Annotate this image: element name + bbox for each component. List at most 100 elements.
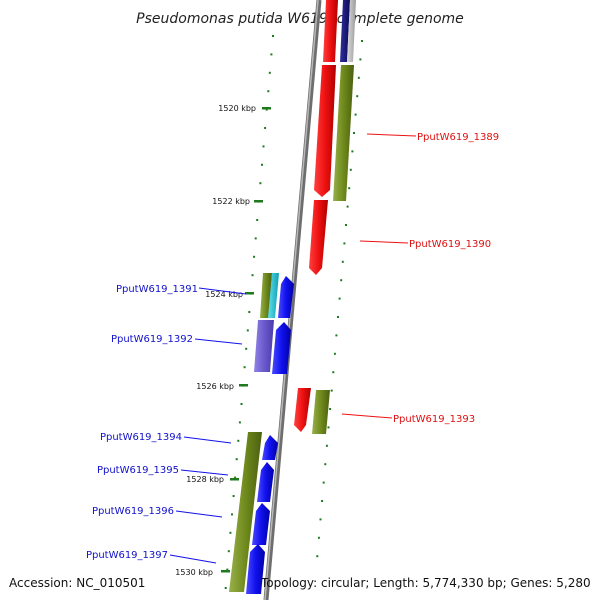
gene-feature-top-red[interactable] [323,0,338,62]
scale-tick [338,297,341,300]
scale-tick [245,347,248,350]
outer-scale-track [316,40,363,558]
topology-text: Topology: circular; Length: 5,774,330 bp… [260,576,591,590]
scale-tick [240,403,243,405]
scale-tick [268,71,271,74]
scale-tick [238,421,241,424]
scale-marks: 1520 kbp 1522 kbp 1524 kbp 1526 kbp 1528… [175,104,271,577]
gene-PputW619_1389[interactable] [314,65,336,197]
scale-tick [246,329,249,332]
scale-tick [234,476,237,479]
scale-label: 1520 kbp [218,104,256,113]
gene-label[interactable]: PputW619_1397 [86,550,168,561]
scale-tick [237,439,240,442]
scale-tick [351,150,354,153]
gene-label[interactable]: PputW619_1396 [92,506,174,517]
scale-mark-1526: 1526 kbp [196,382,248,391]
scale-tick [226,568,229,571]
scale-mark-1520: 1520 kbp [218,104,271,113]
scale-mark-1524: 1524 kbp [205,290,254,299]
scale-tick [354,113,357,116]
scale-tick [356,95,359,98]
scale-tick [272,35,274,37]
leader-lines [169,133,417,564]
scale-tick [262,145,265,148]
gene-PputW619_1396[interactable] [252,503,270,545]
scale-tick [361,40,363,42]
scale-tick [264,127,267,129]
scale-tick [332,371,335,374]
scale-tick [231,513,233,516]
gene-olive-long-lower[interactable] [229,432,262,592]
scale-tick [319,518,322,521]
scale-tick [325,444,328,447]
scale-tick [357,76,360,79]
scale-tick [348,187,351,190]
scale-tick [243,366,246,369]
gene-PputW619_1390[interactable] [309,200,328,275]
gene-label[interactable]: PputW619_1393 [393,414,475,425]
gene-label[interactable]: PputW619_1391 [116,284,198,295]
gene-label[interactable]: PputW619_1394 [100,432,182,443]
scale-tick [235,458,238,461]
scale-tick [229,531,232,534]
scale-tick [353,132,355,134]
scale-tick [265,108,268,111]
scale-tick [270,53,273,56]
gene-red-1393-partner[interactable] [294,388,311,432]
scale-label: 1528 kbp [186,475,224,484]
scale-tick [335,334,338,337]
scale-tick [359,58,362,61]
scale-tick [349,168,352,171]
scale-label: 1522 kbp [212,197,250,206]
gene-feature-top-navy[interactable] [340,0,356,62]
gene-label[interactable]: PputW619_1390 [409,239,491,250]
gene-blue-1391-partner[interactable] [278,276,294,318]
scale-mark-1522: 1522 kbp [212,197,263,206]
scale-tick [259,182,262,185]
gene-label[interactable]: PputW619_1395 [97,465,179,476]
inner-scale-track [224,35,274,589]
map-title: Pseudomonas putida W619, complete genome [136,11,464,27]
gene-olive-1389-partner[interactable] [333,65,354,201]
scale-tick [224,587,227,589]
gene-PputW619_1392[interactable] [254,320,274,372]
scale-tick [329,408,332,410]
gene-PputW619_1391[interactable] [260,273,279,318]
gene-blue-1392-partner[interactable] [272,322,291,374]
gene-PputW619_1393[interactable] [312,390,330,434]
scale-tick [321,500,324,502]
scale-tick [232,495,235,497]
gene-PputW619_1397[interactable] [246,544,265,594]
scale-tick [254,237,257,240]
scale-tick [227,550,230,553]
accession-text: Accession: NC_010501 [9,576,145,590]
scale-label: 1526 kbp [196,382,234,391]
scale-tick [267,90,270,93]
gene-PputW619_1394[interactable] [262,435,278,460]
scale-tick [337,316,339,318]
scale-tick [340,279,343,282]
scale-mark-1528: 1528 kbp [186,475,239,484]
scale-tick [346,205,349,208]
scale-tick [317,536,320,539]
scale-tick [327,426,330,429]
scale-label: 1524 kbp [205,290,243,299]
gene-label[interactable]: PputW619_1389 [417,132,499,143]
scale-tick [251,274,254,277]
scale-tick [322,481,325,484]
scale-tick [345,224,347,226]
scale-tick [324,463,327,466]
scale-tick [330,389,333,392]
scale-tick [341,260,344,263]
scale-tick [261,163,263,166]
gene-labels: PputW619_1389 PputW619_1390 PputW619_139… [86,132,499,561]
scale-tick [343,242,346,245]
scale-label: 1530 kbp [175,568,213,577]
scale-tick [248,311,251,313]
scale-tick [256,219,259,221]
gene-PputW619_1395[interactable] [257,462,274,502]
gene-label[interactable]: PputW619_1392 [111,334,193,345]
scale-tick [333,352,336,355]
